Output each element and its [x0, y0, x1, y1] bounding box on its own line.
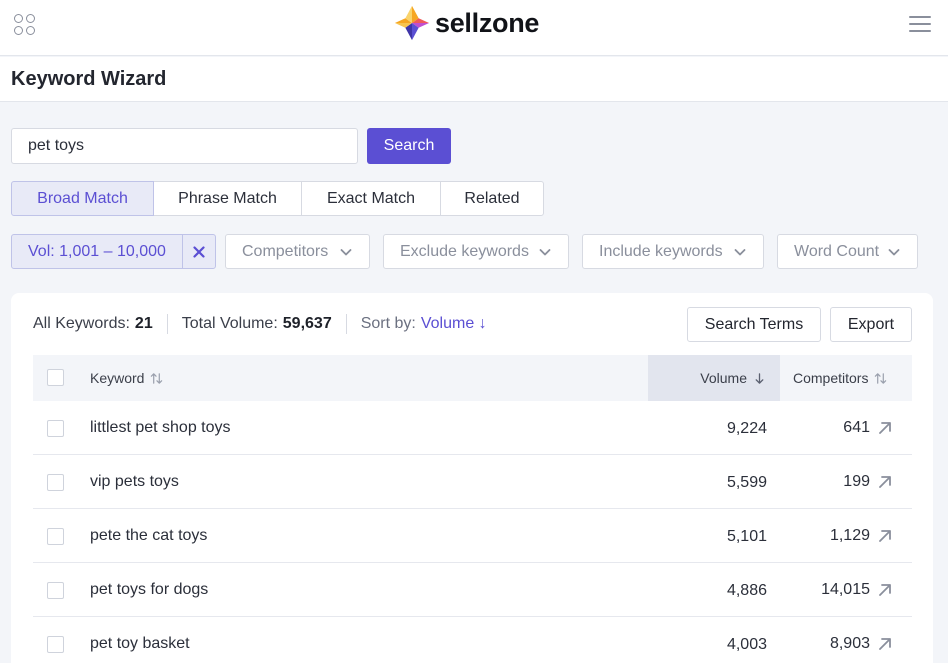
tab-exact-match[interactable]: Exact Match: [301, 181, 441, 216]
word-count-dropdown[interactable]: Word Count: [777, 234, 918, 269]
chevron-down-icon: [539, 248, 551, 255]
tab-broad-match[interactable]: Broad Match: [11, 181, 154, 216]
page-title: Keyword Wizard: [11, 68, 167, 90]
all-keywords-label: All Keywords:: [33, 315, 130, 332]
external-link-icon[interactable]: [876, 419, 894, 437]
tab-phrase-match[interactable]: Phrase Match: [153, 181, 302, 216]
table-row[interactable]: pete the cat toys 5,101 1,129: [33, 509, 912, 563]
column-header-volume[interactable]: Volume: [648, 355, 780, 401]
include-keywords-label: Include keywords: [599, 242, 723, 260]
volume-filter-label: Vol: 1,001 – 10,000: [12, 235, 183, 268]
results-summary: All Keywords: 21 Total Volume: 59,637 So…: [33, 314, 487, 334]
row-checkbox[interactable]: [47, 474, 64, 491]
match-type-tabs: Broad Match Phrase Match Exact Match Rel…: [11, 181, 544, 216]
external-link-icon[interactable]: [876, 635, 894, 653]
keyword-cell: pet toys for dogs: [90, 581, 209, 598]
column-competitors-label: Competitors: [793, 370, 869, 386]
close-icon: [193, 245, 205, 258]
sort-by-dropdown[interactable]: Volume ↓: [420, 315, 487, 332]
column-header-keyword[interactable]: Keyword: [90, 355, 163, 401]
volume-cell: 5,599: [726, 474, 767, 491]
search-input[interactable]: [11, 128, 358, 164]
row-checkbox[interactable]: [47, 636, 64, 653]
select-all-checkbox[interactable]: [47, 369, 64, 386]
keyword-cell: littlest pet shop toys: [90, 419, 231, 436]
chevron-down-icon: [340, 248, 352, 255]
chevron-down-icon: [888, 248, 900, 255]
export-button[interactable]: Export: [830, 307, 912, 342]
external-link-icon[interactable]: [876, 473, 894, 491]
row-checkbox[interactable]: [47, 528, 64, 545]
brand-name: sellzone: [435, 7, 540, 38]
search-terms-button[interactable]: Search Terms: [687, 307, 821, 342]
volume-cell: 9,224: [726, 420, 767, 437]
column-keyword-label: Keyword: [90, 370, 145, 386]
column-volume-label: Volume: [700, 370, 747, 386]
table-row[interactable]: littlest pet shop toys 9,224 641: [33, 401, 912, 455]
table-header: Keyword Volume Competitors: [33, 355, 912, 401]
brand-logo[interactable]: sellzone: [393, 4, 539, 42]
external-link-icon[interactable]: [876, 527, 894, 545]
volume-cell: 5,101: [726, 528, 767, 545]
total-volume-label: Total Volume:: [181, 315, 278, 332]
volume-filter-chip[interactable]: Vol: 1,001 – 10,000: [11, 234, 216, 269]
column-header-competitors[interactable]: Competitors: [793, 355, 887, 401]
sort-down-icon: [755, 372, 764, 384]
competitors-dropdown-label: Competitors: [242, 242, 329, 260]
top-bar: sellzone: [0, 0, 948, 56]
search-button[interactable]: Search: [367, 128, 451, 164]
competitors-cell: 199: [843, 473, 870, 490]
sort-by-label: Sort by:: [360, 315, 416, 332]
word-count-label: Word Count: [794, 242, 880, 260]
divider: [345, 314, 347, 334]
row-checkbox[interactable]: [47, 420, 64, 437]
divider: [166, 314, 168, 334]
sellzone-logo-icon: [394, 5, 430, 41]
table-row[interactable]: pet toys for dogs 4,886 14,015: [33, 563, 912, 617]
chevron-down-icon: [734, 248, 746, 255]
tab-related[interactable]: Related: [440, 181, 544, 216]
apps-icon[interactable]: [13, 13, 37, 37]
remove-filter-button[interactable]: [183, 235, 215, 268]
competitors-cell: 641: [843, 419, 870, 436]
volume-cell: 4,003: [726, 636, 767, 653]
page-header: Keyword Wizard: [0, 57, 948, 102]
table-row[interactable]: vip pets toys 5,599 199: [33, 455, 912, 509]
results-card: All Keywords: 21 Total Volume: 59,637 So…: [11, 293, 933, 663]
keyword-cell: pete the cat toys: [90, 527, 208, 544]
hamburger-menu-icon[interactable]: [909, 14, 931, 34]
sort-icon: [875, 372, 887, 384]
volume-cell: 4,886: [726, 582, 767, 599]
competitors-cell: 14,015: [821, 581, 870, 598]
table-row[interactable]: pet toy basket 4,003 8,903: [33, 617, 912, 663]
competitors-cell: 1,129: [829, 527, 870, 544]
external-link-icon[interactable]: [876, 581, 894, 599]
exclude-keywords-dropdown[interactable]: Exclude keywords: [383, 234, 569, 269]
all-keywords-count: 21: [134, 315, 153, 332]
competitors-cell: 8,903: [829, 635, 870, 652]
row-checkbox[interactable]: [47, 582, 64, 599]
include-keywords-dropdown[interactable]: Include keywords: [582, 234, 764, 269]
competitors-dropdown[interactable]: Competitors: [225, 234, 370, 269]
total-volume-value: 59,637: [282, 315, 332, 332]
keyword-cell: vip pets toys: [90, 473, 179, 490]
sort-icon: [151, 372, 163, 384]
keyword-cell: pet toy basket: [90, 635, 190, 652]
exclude-keywords-label: Exclude keywords: [400, 242, 529, 260]
